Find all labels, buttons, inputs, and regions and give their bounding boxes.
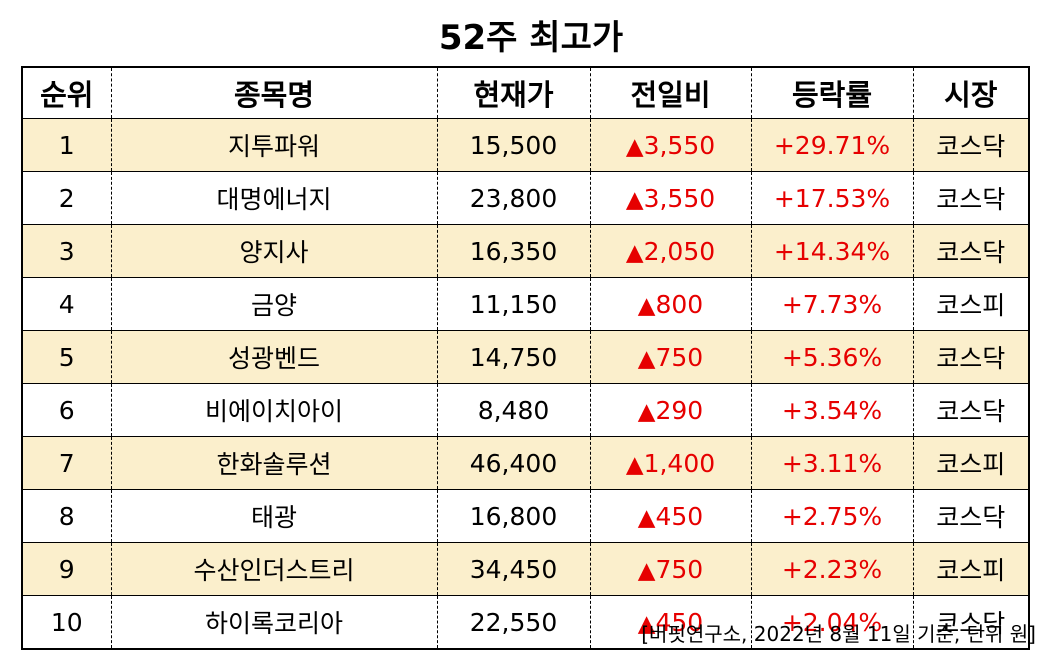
up-triangle-icon: ▲: [637, 345, 656, 372]
rate-cell: +17.53%: [750, 171, 914, 225]
name-cell: 지투파워: [110, 118, 438, 172]
up-triangle-icon: ▲: [625, 186, 644, 213]
up-triangle-icon: ▲: [625, 451, 644, 478]
table-row: 10 하이록코리아 22,550 ▲450 +2.04% 코스닥: [21, 595, 1030, 650]
change-cell: ▲1,400: [589, 436, 752, 490]
name-cell: 대명에너지: [110, 171, 438, 225]
table-row: 7 한화솔루션 46,400 ▲1,400 +3.11% 코스피: [21, 436, 1030, 490]
rate-cell: +2.75%: [750, 489, 914, 543]
table-row: 1 지투파워 15,500 ▲3,550 +29.71% 코스닥: [21, 118, 1030, 172]
up-triangle-icon: ▲: [625, 133, 644, 160]
source-note: [버핏연구소, 2022년 8월 11일 기준, 단위 원]: [641, 622, 1036, 646]
price-cell: 46,400: [436, 436, 591, 490]
market-cell: 코스닥: [912, 171, 1030, 225]
rate-cell: +3.11%: [750, 436, 914, 490]
up-triangle-icon: ▲: [637, 504, 656, 531]
rate-cell: +5.36%: [750, 330, 914, 384]
up-triangle-icon: ▲: [637, 610, 656, 637]
table-row: 3 양지사 16,350 ▲2,050 +14.34% 코스닥: [21, 224, 1030, 278]
market-cell: 코스닥: [912, 224, 1030, 278]
name-cell: 하이록코리아: [110, 595, 438, 650]
rate-cell: +7.73%: [750, 277, 914, 331]
price-cell: 16,350: [436, 224, 591, 278]
price-cell: 8,480: [436, 383, 591, 437]
header-rank: 순위: [21, 67, 112, 119]
price-cell: 15,500: [436, 118, 591, 172]
change-cell: ▲290: [589, 383, 752, 437]
rank-cell: 6: [21, 383, 112, 437]
rank-cell: 8: [21, 489, 112, 543]
market-cell: 코스닥: [912, 383, 1030, 437]
market-cell: 코스피: [912, 542, 1030, 596]
name-cell: 비에이치아이: [110, 383, 438, 437]
name-cell: 한화솔루션: [110, 436, 438, 490]
stock-table: 순위 종목명 현재가 전일비 등락률 시장 1 지투파워 15,500 ▲3,5…: [21, 66, 1030, 650]
change-cell: ▲450: [589, 595, 752, 650]
price-cell: 22,550: [436, 595, 591, 650]
page-title: 52주 최고가: [438, 18, 624, 58]
rank-cell: 4: [21, 277, 112, 331]
market-cell: 코스피: [912, 436, 1030, 490]
name-cell: 성광벤드: [110, 330, 438, 384]
rank-cell: 3: [21, 224, 112, 278]
price-cell: 16,800: [436, 489, 591, 543]
table-row: 9 수산인더스트리 34,450 ▲750 +2.23% 코스피: [21, 542, 1030, 596]
table-row: 2 대명에너지 23,800 ▲3,550 +17.53% 코스닥: [21, 171, 1030, 225]
rate-cell: +2.04%: [750, 595, 914, 650]
table-row: 6 비에이치아이 8,480 ▲290 +3.54% 코스닥: [21, 383, 1030, 437]
market-cell: 코스닥: [912, 489, 1030, 543]
table-row: 4 금양 11,150 ▲800 +7.73% 코스피: [21, 277, 1030, 331]
change-cell: ▲450: [589, 489, 752, 543]
rank-cell: 9: [21, 542, 112, 596]
up-triangle-icon: ▲: [637, 398, 656, 425]
header-change: 전일비: [589, 67, 752, 119]
rank-cell: 1: [21, 118, 112, 172]
market-cell: 코스피: [912, 277, 1030, 331]
rate-cell: +29.71%: [750, 118, 914, 172]
header-price: 현재가: [436, 67, 591, 119]
change-cell: ▲750: [589, 330, 752, 384]
market-cell: 코스닥: [912, 330, 1030, 384]
price-cell: 11,150: [436, 277, 591, 331]
change-cell: ▲2,050: [589, 224, 752, 278]
change-cell: ▲3,550: [589, 171, 752, 225]
price-cell: 23,800: [436, 171, 591, 225]
change-cell: ▲750: [589, 542, 752, 596]
name-cell: 양지사: [110, 224, 438, 278]
header-market: 시장: [912, 67, 1030, 119]
rank-cell: 10: [21, 595, 112, 650]
rate-cell: +3.54%: [750, 383, 914, 437]
rate-cell: +14.34%: [750, 224, 914, 278]
up-triangle-icon: ▲: [637, 292, 656, 319]
market-cell: 코스닥: [912, 118, 1030, 172]
price-cell: 14,750: [436, 330, 591, 384]
table-row: 8 태광 16,800 ▲450 +2.75% 코스닥: [21, 489, 1030, 543]
change-cell: ▲800: [589, 277, 752, 331]
name-cell: 태광: [110, 489, 438, 543]
rank-cell: 5: [21, 330, 112, 384]
header-rate: 등락률: [750, 67, 914, 119]
market-cell: 코스닥: [912, 595, 1030, 650]
name-cell: 수산인더스트리: [110, 542, 438, 596]
price-cell: 34,450: [436, 542, 591, 596]
header-name: 종목명: [110, 67, 438, 119]
up-triangle-icon: ▲: [637, 557, 656, 584]
rank-cell: 7: [21, 436, 112, 490]
rate-cell: +2.23%: [750, 542, 914, 596]
up-triangle-icon: ▲: [625, 239, 644, 266]
header-row: 순위 종목명 현재가 전일비 등락률 시장: [21, 67, 1030, 119]
change-cell: ▲3,550: [589, 118, 752, 172]
name-cell: 금양: [110, 277, 438, 331]
table-row: 5 성광벤드 14,750 ▲750 +5.36% 코스닥: [21, 330, 1030, 384]
rank-cell: 2: [21, 171, 112, 225]
